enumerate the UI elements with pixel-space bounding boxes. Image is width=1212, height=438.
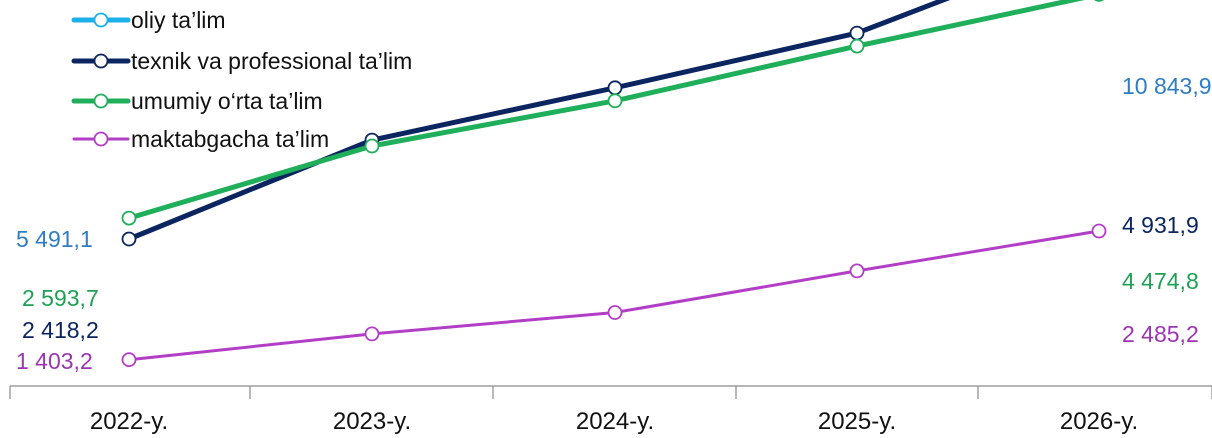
legend-marker [93,131,109,147]
data-label-start: 2 418,2 [22,317,99,343]
data-label-end: 4 474,8 [1122,268,1199,294]
data-label-end: 10 843,9 [1122,73,1212,99]
data-point [607,305,623,320]
x-tick-label: 2025-y. [818,408,896,435]
series-line [127,229,1101,362]
legend-label: oliy ta’lim [131,7,226,33]
data-point [364,326,380,342]
legend-marker [93,12,109,28]
series-layer [121,0,1107,368]
legend-item: umumiy o‘rta ta’lim [71,88,323,114]
data-point [1091,223,1107,239]
data-label-start: 5 491,1 [16,226,93,252]
series-1 [121,0,951,247]
data-point [849,25,865,41]
data-point [121,231,137,247]
data-point [849,263,865,279]
data-label-start: 1 403,2 [16,348,93,374]
x-tick-label: 2023-y. [333,408,411,435]
series-2 [121,0,1104,226]
data-point [607,80,623,96]
x-tick-label: 2024-y. [576,408,654,435]
data-point [121,210,137,226]
series-line [126,0,951,242]
legend-item: maktabgacha ta’lim [72,126,329,152]
legend-marker [93,53,109,69]
x-tick-label: 2022-y. [90,408,168,435]
data-label-end: 2 485,2 [1122,321,1199,347]
legend-marker [93,93,109,109]
legend-label: umumiy o‘rta ta’lim [131,88,323,114]
x-tick-label: 2026-y. [1060,408,1138,435]
data-labels: 5 491,1 10 843,9 2 418,2 4 931,9 2 593,7 4 47… [16,73,1212,374]
legend: oliy ta’lim texnik va professional ta’lim… [71,7,412,152]
legend-item: texnik va professional ta’lim [71,48,412,74]
legend-item: oliy ta’lim [71,7,226,33]
legend-label: texnik va professional ta’lim [131,48,412,74]
data-point [121,352,137,368]
data-point [364,138,380,154]
legend-label: maktabgacha ta’lim [131,126,329,152]
x-axis: 2022-y. 2023-y. 2024-y. 2025-y. 2026-y. [9,385,1212,435]
data-point [849,38,865,54]
series-3 [121,223,1107,368]
data-label-end: 4 931,9 [1122,212,1199,238]
data-point [1094,0,1104,2]
data-point [607,93,623,109]
data-label-start: 2 593,7 [22,285,99,311]
